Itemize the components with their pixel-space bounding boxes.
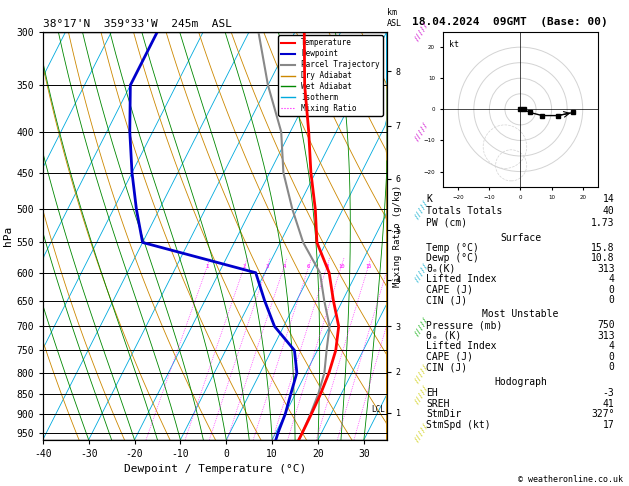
Legend: Temperature, Dewpoint, Parcel Trajectory, Dry Adiabat, Wet Adiabat, Isotherm, Mi: Temperature, Dewpoint, Parcel Trajectory…	[279, 35, 383, 116]
Text: /////: /////	[413, 315, 430, 337]
Text: © weatheronline.co.uk: © weatheronline.co.uk	[518, 474, 623, 484]
Text: Totals Totals: Totals Totals	[426, 206, 503, 216]
Text: LCL: LCL	[372, 405, 386, 414]
Text: 1: 1	[206, 264, 209, 269]
Text: CIN (J): CIN (J)	[426, 362, 467, 372]
Text: 14: 14	[603, 194, 615, 204]
Text: Lifted Index: Lifted Index	[426, 341, 497, 351]
Text: 8: 8	[325, 264, 328, 269]
Text: EH: EH	[426, 388, 438, 398]
Text: /////: /////	[413, 422, 430, 443]
Text: 4: 4	[609, 274, 615, 284]
Text: /////: /////	[413, 21, 430, 42]
Text: Lifted Index: Lifted Index	[426, 274, 497, 284]
Text: Pressure (mb): Pressure (mb)	[426, 320, 503, 330]
Text: 3: 3	[265, 264, 269, 269]
Text: 327°: 327°	[591, 409, 615, 419]
Text: Hodograph: Hodograph	[494, 377, 547, 387]
Text: 41: 41	[603, 399, 615, 409]
Text: /////: /////	[413, 199, 430, 220]
Text: 0: 0	[609, 295, 615, 305]
Text: 0: 0	[609, 362, 615, 372]
Text: 2: 2	[243, 264, 246, 269]
Text: SREH: SREH	[426, 399, 450, 409]
Text: 17: 17	[603, 420, 615, 430]
Text: 0: 0	[609, 351, 615, 362]
Text: Mixing Ratio (g/kg): Mixing Ratio (g/kg)	[393, 185, 402, 287]
Text: 40: 40	[603, 206, 615, 216]
Text: 4: 4	[609, 341, 615, 351]
Text: 0: 0	[609, 285, 615, 295]
Text: StmDir: StmDir	[426, 409, 462, 419]
Text: StmSpd (kt): StmSpd (kt)	[426, 420, 491, 430]
Text: /////: /////	[413, 262, 430, 283]
Text: 4: 4	[282, 264, 286, 269]
Text: /////: /////	[413, 383, 430, 404]
Text: /////: /////	[413, 362, 430, 383]
Text: CAPE (J): CAPE (J)	[426, 351, 474, 362]
Text: 38°17'N  359°33'W  245m  ASL: 38°17'N 359°33'W 245m ASL	[43, 19, 231, 30]
Text: 750: 750	[597, 320, 615, 330]
Text: Temp (°C): Temp (°C)	[426, 243, 479, 253]
Text: km
ASL: km ASL	[387, 8, 402, 28]
Text: 1.73: 1.73	[591, 218, 615, 228]
Text: kt: kt	[449, 40, 459, 49]
Text: CAPE (J): CAPE (J)	[426, 285, 474, 295]
Text: 15: 15	[365, 264, 371, 269]
Text: Surface: Surface	[500, 233, 541, 243]
Text: -3: -3	[603, 388, 615, 398]
Text: θₑ(K): θₑ(K)	[426, 264, 456, 274]
Text: 313: 313	[597, 330, 615, 341]
X-axis label: Dewpoint / Temperature (°C): Dewpoint / Temperature (°C)	[124, 465, 306, 474]
Text: PW (cm): PW (cm)	[426, 218, 467, 228]
Text: 18.04.2024  09GMT  (Base: 00): 18.04.2024 09GMT (Base: 00)	[411, 17, 608, 27]
Text: 10: 10	[338, 264, 345, 269]
Text: /////: /////	[413, 121, 430, 142]
Text: 10.8: 10.8	[591, 253, 615, 263]
Text: K: K	[426, 194, 432, 204]
Text: 6: 6	[307, 264, 310, 269]
Text: θₑ (K): θₑ (K)	[426, 330, 462, 341]
Text: 15.8: 15.8	[591, 243, 615, 253]
Text: CIN (J): CIN (J)	[426, 295, 467, 305]
Text: Most Unstable: Most Unstable	[482, 310, 559, 319]
Y-axis label: hPa: hPa	[3, 226, 13, 246]
Text: Dewp (°C): Dewp (°C)	[426, 253, 479, 263]
Text: 313: 313	[597, 264, 615, 274]
